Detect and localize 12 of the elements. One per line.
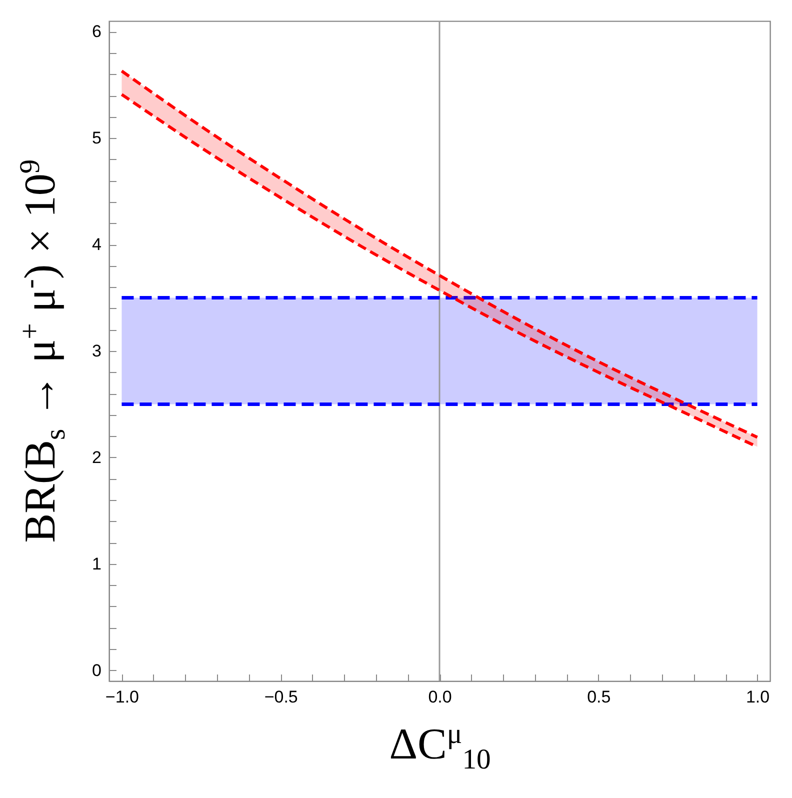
y-tick-label: 0 bbox=[92, 660, 102, 680]
x-tick-label: −1.0 bbox=[105, 688, 139, 706]
y-tick-label: 1 bbox=[92, 554, 102, 574]
y-tick-label: 3 bbox=[92, 342, 102, 360]
y-tick-label: 2 bbox=[92, 448, 102, 467]
x-tick-label: 0.5 bbox=[587, 688, 611, 706]
y-tick-label: 5 bbox=[92, 128, 102, 148]
y-tick-label: 4 bbox=[92, 235, 102, 254]
x-tick-label: 1.0 bbox=[746, 688, 770, 706]
x-tick-label: 0.0 bbox=[428, 688, 452, 706]
x-tick-label: −0.5 bbox=[264, 688, 298, 706]
y-tick-label: 6 bbox=[92, 22, 102, 42]
